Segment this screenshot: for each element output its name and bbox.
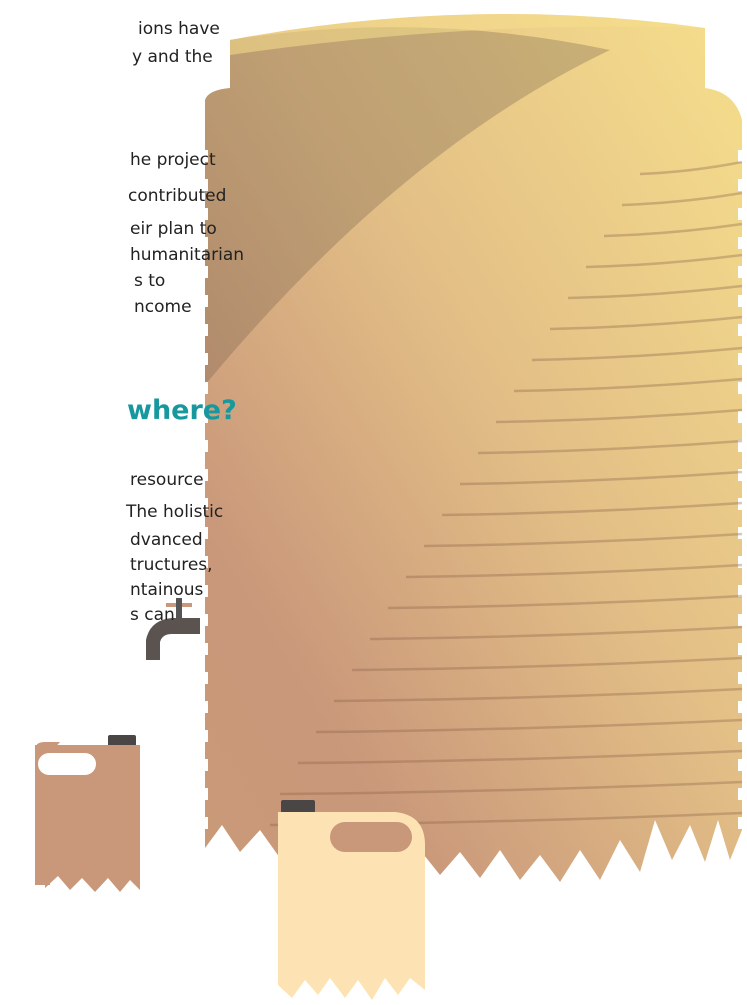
jerrycan-small xyxy=(35,735,140,892)
text-line: contributed xyxy=(128,186,227,206)
tank-ridge xyxy=(405,563,743,579)
tank-ridge xyxy=(459,470,743,486)
text-line: s can xyxy=(130,605,175,625)
tank-ridge xyxy=(738,614,747,626)
tank-ridge xyxy=(200,469,208,481)
tank-ridge xyxy=(200,353,208,365)
tank-ridge xyxy=(200,527,208,539)
tank-ridge xyxy=(585,253,743,269)
tank-ridge xyxy=(315,718,743,734)
tank-ridge xyxy=(200,643,208,655)
tank-ridge xyxy=(200,556,208,568)
tank-ridge xyxy=(738,527,747,539)
tank-ridge xyxy=(200,324,208,336)
tank-ridge xyxy=(200,585,208,597)
tank-ridge xyxy=(387,594,743,610)
tank-ridge xyxy=(738,556,747,568)
tank-ridge xyxy=(200,817,208,829)
text-line: The holistic xyxy=(126,502,224,522)
tank-ridge xyxy=(738,759,747,771)
tank-ridge xyxy=(297,749,743,765)
tank-ridge xyxy=(200,411,208,423)
tank-ridge xyxy=(549,315,743,331)
tank-ridge xyxy=(738,295,747,307)
tank-ridge xyxy=(738,150,747,162)
tank-ridge xyxy=(333,687,743,703)
text-line: resource xyxy=(130,470,204,490)
tank-ridge xyxy=(200,759,208,771)
tank-ridge xyxy=(738,208,747,220)
tank-ridge xyxy=(621,191,743,207)
text-line: humanitarian xyxy=(130,245,245,265)
tank-ridge xyxy=(738,672,747,684)
tank-ridge xyxy=(738,585,747,597)
text-line: tructures, xyxy=(130,555,213,575)
text-line: s to xyxy=(134,271,166,291)
tank-ridge xyxy=(738,817,747,829)
tank-ridge xyxy=(200,237,208,249)
tank-ridge xyxy=(738,730,747,742)
tank-ridge xyxy=(738,643,747,655)
tank-ridge xyxy=(738,440,747,452)
tank-ridge xyxy=(369,625,743,641)
tank-ridge xyxy=(200,498,208,510)
tank-ridge xyxy=(738,498,747,510)
text-line: ntainous xyxy=(130,580,204,600)
tank-ridge xyxy=(200,295,208,307)
tap xyxy=(146,598,200,660)
tank-body xyxy=(205,14,742,883)
tank-ridge xyxy=(738,469,747,481)
tank-ridge xyxy=(200,614,208,626)
tank-ridge xyxy=(200,730,208,742)
tank-shadow xyxy=(205,27,610,386)
tank-ridge xyxy=(200,208,208,220)
tank-ridge xyxy=(441,501,743,517)
tank-ridge xyxy=(200,701,208,713)
tank-ridge xyxy=(279,780,743,796)
tank-ridge xyxy=(738,411,747,423)
tank-top xyxy=(230,14,705,56)
tank-ridge xyxy=(200,382,208,394)
tank-ridges xyxy=(200,150,747,829)
tank-ridge xyxy=(738,179,747,191)
text-line: he project xyxy=(130,150,216,170)
text-line: ions have xyxy=(138,19,220,39)
tank-ridge xyxy=(351,656,743,672)
tank-ridge xyxy=(738,788,747,800)
jerrycan-large xyxy=(278,800,425,1000)
tank-ridge xyxy=(200,672,208,684)
tank-ridge xyxy=(738,266,747,278)
tank-ridge xyxy=(513,377,743,393)
tank-ridge xyxy=(639,160,743,176)
tank-ridge xyxy=(738,701,747,713)
tank-ridge xyxy=(200,788,208,800)
tank-ridge xyxy=(200,179,208,191)
section-heading: where? xyxy=(127,395,237,426)
text-line: eir plan to xyxy=(130,219,217,239)
tank-ridge xyxy=(200,150,208,162)
tank-ridge xyxy=(423,532,743,548)
tank-ridge xyxy=(477,439,743,455)
text-line: y and the xyxy=(132,47,213,67)
tank-ridge xyxy=(603,222,743,238)
tank-ridge xyxy=(738,353,747,365)
tank-ridge xyxy=(738,237,747,249)
tank-ridge xyxy=(567,284,743,300)
tank-ridge xyxy=(495,408,743,424)
tank-ridge xyxy=(738,382,747,394)
tank-ridge xyxy=(738,324,747,336)
tank-ridge xyxy=(531,346,743,362)
text-line: dvanced xyxy=(130,530,203,550)
text-line: ncome xyxy=(134,297,192,317)
tank-ridge xyxy=(200,440,208,452)
tank-ridge xyxy=(200,266,208,278)
